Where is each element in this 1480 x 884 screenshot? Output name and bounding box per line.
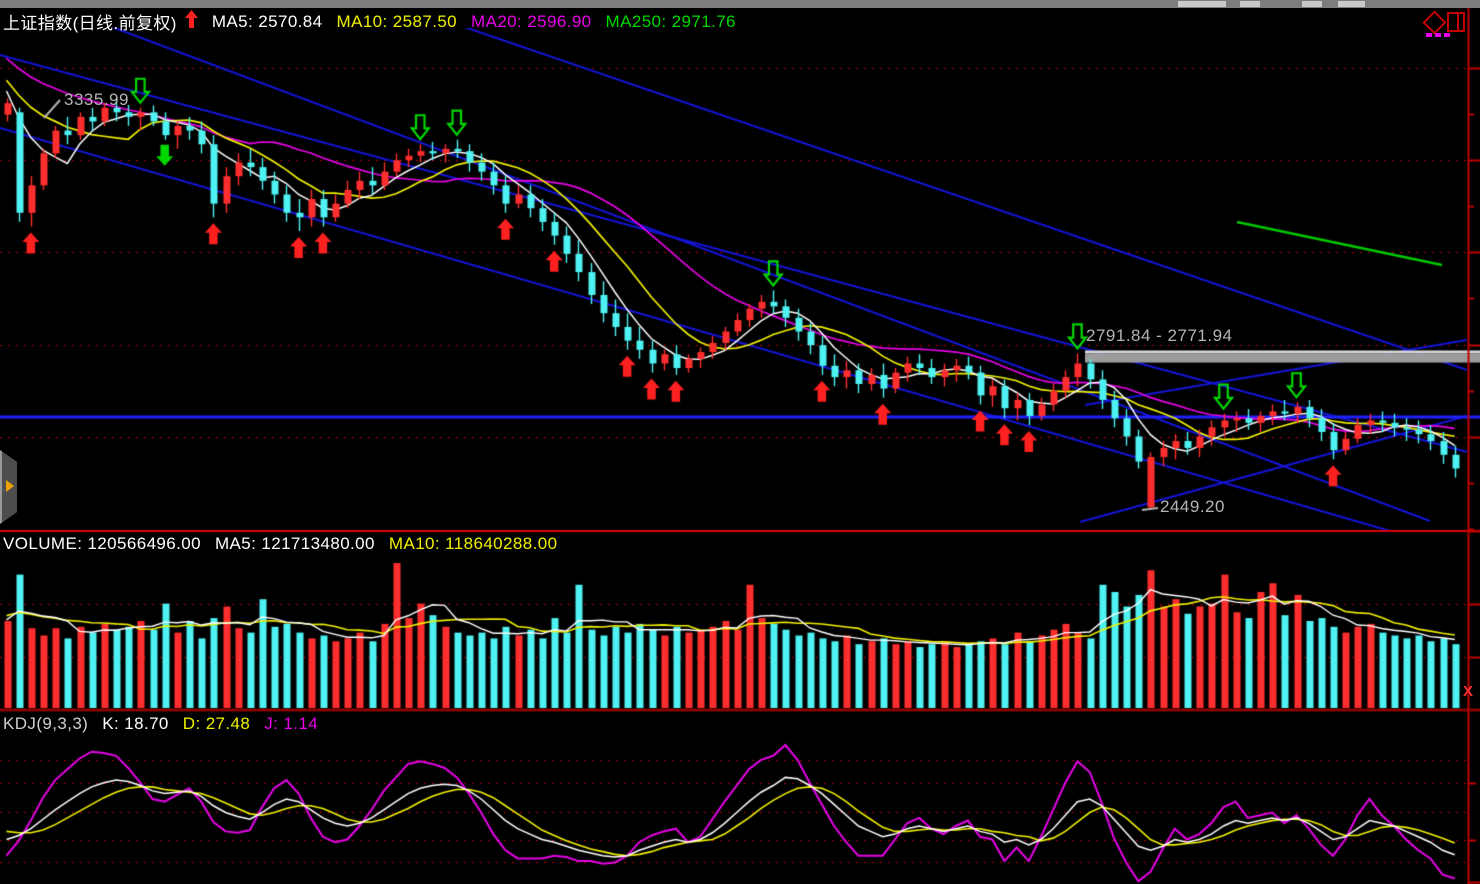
sidebar-expand-tab[interactable]	[0, 450, 17, 524]
ma5-value: MA5: 2570.84	[211, 11, 323, 31]
titlebar-button[interactable]	[1302, 1, 1322, 7]
kdj-j-value: J: 1.14	[264, 714, 319, 733]
ma10-value: MA10: 2587.50	[336, 11, 458, 31]
kdj-header: KDJ(9,3,3) K: 18.70 D: 27.48 J: 1.14	[3, 714, 332, 734]
titlebar-button[interactable]	[1178, 1, 1226, 7]
peak-price-label: 3335.99	[64, 90, 129, 109]
kdj-k-value: K: 18.70	[102, 714, 169, 733]
titlebar-button[interactable]	[1240, 1, 1260, 7]
volume-ma5-value: MA5: 121713480.00	[214, 534, 375, 553]
range-price-label: 2791.84 - 2771.94	[1086, 326, 1233, 345]
ma20-value: MA20: 2596.90	[471, 11, 592, 31]
titlebar-button[interactable]	[1338, 1, 1365, 7]
ma250-value: MA250: 2971.76	[605, 11, 736, 31]
main-chart-header: 上证指数(日线.前复权) MA5: 2570.84 MA10: 2587.50 …	[3, 9, 750, 34]
up-arrow-icon	[184, 10, 198, 33]
volume-ma10-value: MA10: 118640288.00	[388, 534, 558, 553]
expand-arrow-icon	[6, 480, 14, 492]
volume-header: VOLUME: 120566496.00 MA5: 121713480.00 M…	[3, 534, 571, 554]
split-window-icon[interactable]	[1447, 12, 1465, 32]
magenta-dashes-icon	[1426, 33, 1450, 37]
close-x-icon[interactable]: X	[1463, 683, 1474, 700]
kdj-indicator-label: KDJ(9,3,3)	[3, 714, 89, 733]
volume-value: VOLUME: 120566496.00	[3, 534, 201, 553]
low-price-label: 2449.20	[1160, 497, 1225, 516]
titlebar-strip	[0, 0, 1480, 8]
instrument-title: 上证指数(日线.前复权)	[3, 14, 177, 33]
kdj-d-value: D: 27.48	[182, 714, 251, 733]
